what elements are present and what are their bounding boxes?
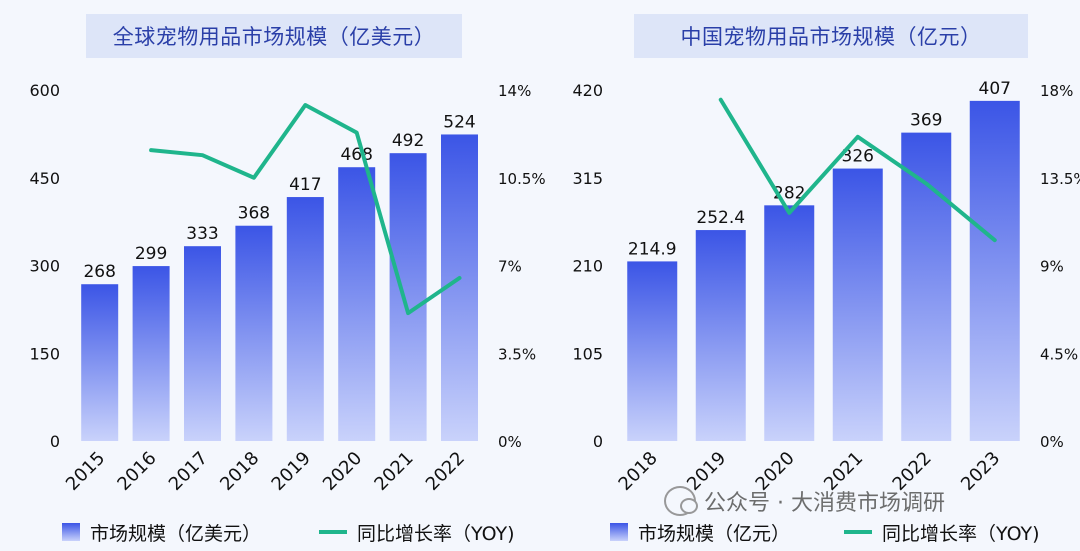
global-chart-legend: 市场规模（亿美元） 同比增长率（YOY) <box>62 518 515 546</box>
bar-value-label: 268 <box>83 262 115 282</box>
bar <box>901 132 952 441</box>
x-tick-label: 2020 <box>319 448 366 495</box>
bar-swatch-icon <box>62 523 80 541</box>
y-right-tick-label: 0% <box>1040 433 1064 451</box>
china-chart-legend: 市场规模（亿元） 同比增长率（YOY) <box>610 518 1040 546</box>
bar-value-label: 299 <box>135 244 167 264</box>
y-right-tick-label: 4.5% <box>1040 345 1078 363</box>
y-right-tick-label: 13.5% <box>1040 170 1080 188</box>
legend-label-bar: 市场规模（亿美元） <box>90 522 262 545</box>
bar <box>132 266 170 441</box>
legend-label-bar: 市场规模（亿元） <box>638 522 791 545</box>
y-left-tick-label: 210 <box>572 257 603 276</box>
bar-swatch-icon <box>610 523 628 541</box>
bar-value-label: 407 <box>979 79 1011 99</box>
bar <box>764 205 815 441</box>
y-left-tick-label: 105 <box>572 344 603 363</box>
bar-value-label: 369 <box>910 111 942 131</box>
bar-value-label: 368 <box>238 204 270 224</box>
bar <box>286 197 324 441</box>
y-left-tick-label: 0 <box>50 432 60 451</box>
y-right-tick-label: 14% <box>498 82 531 100</box>
x-tick-label: 2023 <box>957 448 1004 495</box>
x-tick-label: 2016 <box>113 448 160 495</box>
x-tick-label: 2021 <box>370 448 417 495</box>
x-tick-label: 2017 <box>165 448 212 495</box>
y-right-tick-label: 9% <box>1040 258 1064 276</box>
bar <box>235 225 273 441</box>
global-pet-chart: 0 150 300 450 600 0% 3.5% 7% 10.5% 14% 268 299 333 36… <box>29 81 545 495</box>
y-left-tick-label: 450 <box>29 169 60 188</box>
bar <box>184 246 221 441</box>
legend-item-bar: 市场规模（亿元） <box>610 519 790 546</box>
y-right-tick-label: 10.5% <box>498 170 546 188</box>
line-swatch-icon <box>319 530 348 534</box>
bar <box>695 230 746 441</box>
bar <box>627 261 678 441</box>
y-right-tick-label: 18% <box>1040 82 1073 100</box>
legend-label-line: 同比增长率（YOY) <box>357 522 515 545</box>
x-tick-label: 2018 <box>615 448 662 495</box>
y-right-tick-label: 3.5% <box>498 345 536 363</box>
bar <box>969 100 1020 441</box>
bar-value-label: 326 <box>842 147 874 167</box>
legend-label-line: 同比增长率（YOY) <box>882 522 1040 545</box>
global-chart-title: 全球宠物用品市场规模（亿美元） <box>86 14 462 58</box>
bar <box>832 168 883 442</box>
y-left-tick-label: 150 <box>29 344 60 363</box>
bar-value-label: 417 <box>289 175 321 195</box>
x-tick-label: 2022 <box>422 448 469 495</box>
line-swatch-icon <box>844 530 873 534</box>
y-left-tick-label: 420 <box>572 81 603 100</box>
watermark-text: 公众号 · 大消费市场调研 <box>704 491 945 516</box>
wechat-icon <box>664 486 698 516</box>
bar-value-label: 252.4 <box>696 208 745 228</box>
bar <box>81 284 119 441</box>
bar-value-label: 524 <box>443 112 475 132</box>
china-pet-chart: 0 105 210 315 420 0% 4.5% 9% 13.5% 18% 214.9 252.4 2… <box>572 79 1080 495</box>
china-chart-title: 中国宠物用品市场规模（亿元） <box>634 14 1028 58</box>
watermark: 公众号 · 大消费市场调研 <box>664 484 945 518</box>
legend-item-line: 同比增长率（YOY) <box>844 519 1040 546</box>
legend-item-line: 同比增长率（YOY) <box>319 519 515 546</box>
bar <box>389 153 427 441</box>
bar-value-label: 468 <box>340 145 372 165</box>
y-left-tick-label: 315 <box>572 169 603 188</box>
y-left-tick-label: 300 <box>29 257 60 276</box>
y-left-tick-label: 600 <box>29 81 60 100</box>
y-right-tick-label: 0% <box>498 433 522 451</box>
legend-item-bar: 市场规模（亿美元） <box>62 519 261 546</box>
x-tick-label: 2018 <box>216 448 263 495</box>
bar <box>338 167 376 441</box>
bar-value-label: 333 <box>186 224 218 244</box>
x-tick-label: 2019 <box>268 448 315 495</box>
y-left-tick-label: 0 <box>593 432 603 451</box>
y-right-tick-label: 7% <box>498 258 522 276</box>
bar-value-label: 492 <box>392 131 424 151</box>
bar-value-label: 214.9 <box>628 239 677 259</box>
x-tick-label: 2015 <box>62 448 109 495</box>
